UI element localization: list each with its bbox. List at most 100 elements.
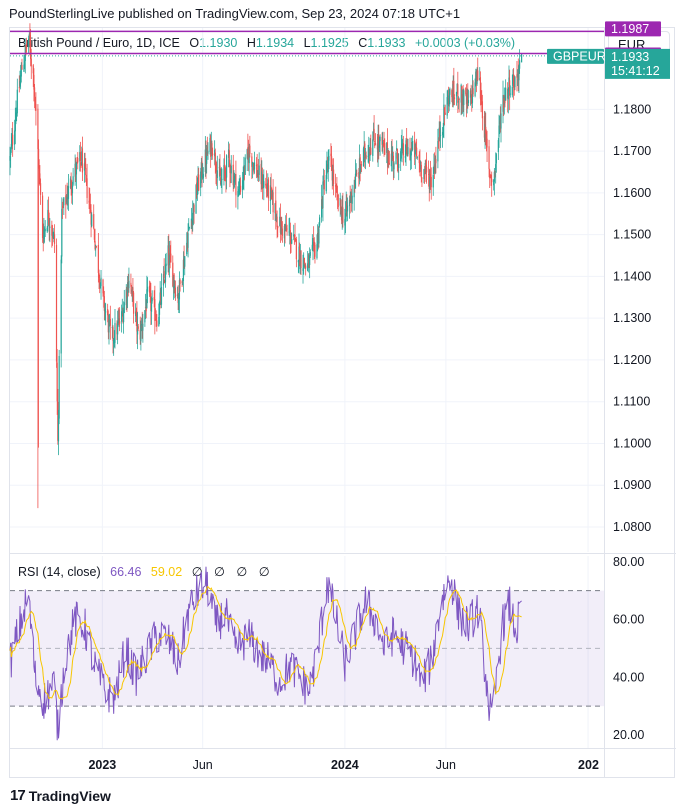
candle-body	[48, 217, 50, 227]
rsi-ma-value: 59.02	[150, 565, 183, 579]
candle-body	[475, 71, 477, 85]
candle-body	[253, 163, 255, 173]
candle-body	[251, 156, 253, 167]
candle-body	[65, 196, 68, 203]
candle-body	[348, 199, 351, 207]
candle-body	[516, 74, 518, 78]
candle-body	[247, 152, 250, 163]
candle-body	[420, 164, 422, 170]
candle-body	[128, 280, 130, 289]
candle-body	[275, 200, 277, 219]
price-tick-label: 1.0900	[613, 478, 651, 492]
candle-body	[47, 210, 50, 221]
symbol-label[interactable]: British Pound / Euro, 1D, ICE	[18, 36, 180, 50]
candle-body	[373, 128, 375, 141]
candle-body	[93, 229, 95, 240]
candle-body	[253, 162, 256, 170]
candle-body	[334, 185, 337, 187]
candle-body	[326, 164, 328, 174]
candle-body	[484, 123, 486, 141]
candle-body	[114, 322, 116, 343]
candle-body	[358, 172, 360, 179]
candle-body	[325, 175, 327, 192]
candle-body	[302, 268, 304, 271]
candle-body	[104, 309, 106, 312]
candle-body	[443, 104, 445, 127]
candle-body	[18, 87, 20, 89]
candle-body	[503, 96, 505, 106]
price-tick-label: 1.1300	[613, 311, 651, 325]
open-value: 1.1930	[199, 36, 238, 50]
candle-body	[113, 340, 115, 344]
candle-body	[34, 96, 36, 106]
candle-body	[313, 240, 315, 242]
candle-body	[323, 180, 325, 185]
candle-body	[298, 246, 300, 263]
candle-body	[404, 156, 406, 158]
candle-body	[172, 276, 175, 289]
candle-body	[195, 185, 197, 214]
candle-body	[170, 253, 172, 263]
candle-body	[270, 186, 272, 188]
candle-body	[376, 143, 379, 150]
candle-body	[233, 179, 235, 183]
candle-body	[160, 293, 162, 303]
candle-body	[79, 152, 82, 162]
candle-body	[97, 244, 99, 273]
candle-body	[312, 241, 314, 246]
candle-body	[293, 236, 295, 238]
candle-body	[57, 401, 59, 441]
candle-body	[274, 203, 276, 214]
candle-body	[113, 341, 115, 344]
candle-body	[447, 95, 449, 97]
rsi-name[interactable]: RSI (14, close)	[18, 565, 101, 579]
candle-body	[227, 149, 230, 158]
candle-body	[235, 173, 237, 196]
candle-body	[126, 291, 128, 298]
candle-body	[25, 44, 27, 48]
candle-body	[80, 162, 82, 166]
candle-body	[119, 321, 121, 324]
candle-body	[432, 174, 434, 188]
candle-body	[88, 200, 90, 203]
candle-body	[519, 60, 521, 69]
candle-body	[307, 256, 309, 261]
candle-body	[309, 252, 311, 256]
candle-body	[499, 120, 501, 130]
candle-body	[164, 264, 167, 283]
price-tick-label: 1.1100	[613, 395, 650, 409]
candle-body	[414, 139, 416, 157]
candle-body	[60, 259, 62, 354]
candle-body	[372, 131, 375, 140]
price-tick-label: 1.1700	[613, 144, 651, 158]
candle-body	[75, 166, 77, 174]
rsi-line	[9, 566, 522, 741]
candle-body	[89, 199, 91, 203]
candle-body	[467, 99, 470, 103]
candle-body	[191, 221, 193, 226]
rsi-extra-values: ∅ ∅ ∅ ∅	[191, 565, 274, 579]
candle-body	[172, 262, 174, 287]
candle-body	[471, 85, 474, 104]
candle-body	[174, 285, 176, 288]
candle-body	[67, 196, 69, 200]
candle-body	[201, 161, 203, 178]
candle-body	[176, 294, 179, 296]
candle-body	[125, 289, 127, 306]
candle-body	[156, 320, 158, 327]
publish-header: PoundSterlingLive published on TradingVi…	[9, 6, 461, 21]
candle-body	[433, 164, 436, 172]
candle-body	[421, 177, 423, 179]
time-tick-label: 2024	[331, 758, 359, 772]
time-tick-label: Jun	[193, 758, 213, 772]
candle-body	[370, 147, 372, 155]
candle-body	[400, 148, 402, 151]
candle-body	[291, 239, 293, 244]
candle-body	[401, 143, 403, 151]
candle-body	[47, 209, 49, 227]
candle-body	[14, 130, 16, 145]
candle-body	[424, 170, 426, 173]
candle-body	[237, 189, 240, 191]
candle-body	[392, 153, 394, 160]
